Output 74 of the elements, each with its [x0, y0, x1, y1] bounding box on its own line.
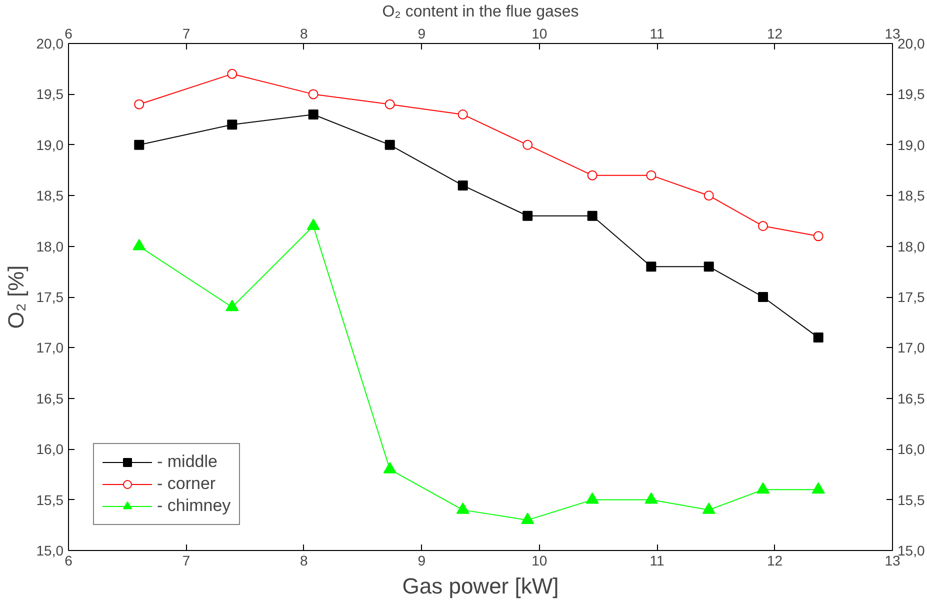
y-tick-label: 15,0: [36, 542, 64, 558]
point: [227, 120, 238, 130]
y2-tick-label: 19,5: [898, 86, 925, 102]
point: [383, 462, 396, 474]
y2-tick-label: 18,0: [898, 238, 925, 254]
y2-tick-label: 15,5: [898, 492, 925, 508]
point: [522, 140, 533, 150]
point: [134, 99, 144, 110]
point: [384, 140, 395, 150]
point: [813, 231, 824, 242]
legend-label: - middle: [157, 452, 218, 472]
y2-tick-label: 18,5: [898, 188, 925, 204]
point: [308, 109, 318, 120]
x-tick-label: 6: [64, 552, 73, 568]
y-tick-label: 16,0: [36, 441, 64, 458]
point: [704, 190, 714, 201]
point: [458, 109, 468, 120]
point: [704, 262, 714, 272]
y-tick-label: 18,0: [36, 238, 64, 254]
point: [813, 332, 824, 343]
y-tick-label: 17,0: [36, 340, 64, 356]
point: [586, 492, 599, 504]
x-tick-label: 10: [532, 552, 548, 568]
point: [646, 170, 656, 180]
x-tick-label: 11: [650, 552, 665, 568]
y2-tick-label: 19,0: [898, 136, 925, 153]
point: [134, 140, 144, 150]
point: [132, 238, 146, 250]
y-tick-label: 16,5: [36, 390, 64, 406]
x2-axis-title: O₂ content in the flue gases: [382, 4, 579, 20]
x-tick-label: 8: [300, 552, 308, 568]
x2-tick-label: 10: [532, 26, 548, 42]
y-axis-title: O₂ [%]: [3, 265, 28, 329]
y2-tick-label: 17,5: [898, 289, 925, 305]
point: [702, 502, 716, 514]
x2-tick-label: 6: [64, 26, 73, 42]
y-tick-label: 17,5: [36, 289, 64, 305]
point: [458, 180, 468, 190]
point: [227, 68, 238, 79]
x2-tick-label: 8: [300, 26, 308, 42]
y-tick-label: 20,0: [36, 36, 64, 52]
y-tick-label: 19,5: [36, 86, 64, 102]
point: [646, 262, 656, 272]
point: [521, 512, 534, 524]
point: [456, 502, 470, 514]
point: [644, 492, 658, 504]
x2-tick-label: 7: [182, 26, 190, 42]
y-tick-label: 18,5: [36, 188, 64, 204]
x-axis-title: Gas power [kW]: [402, 574, 559, 598]
y2-tick-label: 16,0: [898, 441, 925, 458]
x-tick-label: 13: [884, 552, 900, 568]
y-tick-label: 19,0: [36, 136, 64, 153]
x2-tick-label: 9: [418, 26, 426, 42]
point: [384, 99, 395, 110]
legend-label: - chimney: [157, 496, 231, 516]
point: [587, 170, 598, 180]
point: [306, 218, 320, 230]
x-tick-label: 9: [418, 552, 426, 568]
x-tick-label: 7: [182, 552, 190, 568]
point: [758, 221, 768, 232]
point: [226, 300, 239, 312]
point: [522, 210, 533, 221]
legend-label: - corner: [157, 474, 216, 494]
point: [308, 89, 318, 100]
x2-tick-label: 11: [650, 26, 665, 42]
y2-tick-label: 16,5: [898, 390, 925, 406]
point: [758, 292, 768, 302]
point: [812, 482, 825, 494]
point: [587, 210, 598, 221]
x-tick-label: 12: [767, 552, 783, 568]
y-tick-label: 15,5: [36, 492, 64, 508]
x2-tick-label: 12: [767, 26, 783, 42]
point: [756, 482, 770, 494]
y2-tick-label: 17,0: [898, 340, 925, 356]
